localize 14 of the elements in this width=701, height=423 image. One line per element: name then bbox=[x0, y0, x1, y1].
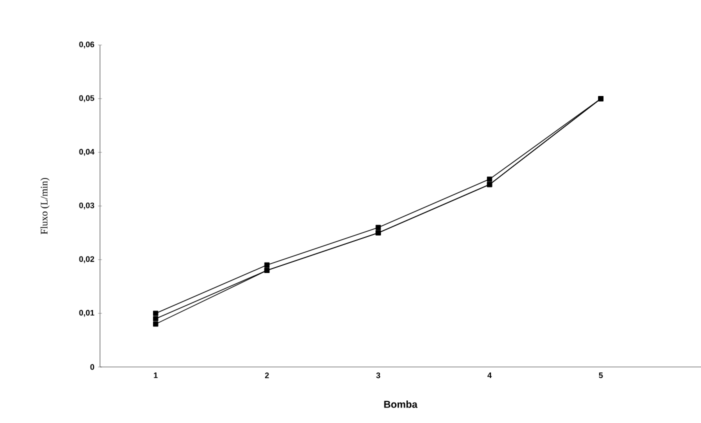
x-tick-label: 4 bbox=[487, 372, 492, 378]
y-tick-label: 0,02 bbox=[79, 256, 94, 264]
y-tick-label: 0,04 bbox=[79, 148, 94, 156]
x-tick-label: 5 bbox=[598, 372, 603, 378]
y-tick-label: 0 bbox=[90, 364, 94, 370]
x-tick-label: 1 bbox=[154, 372, 158, 378]
y-tick-label: 0,06 bbox=[79, 42, 94, 48]
y-tick-label: 0,05 bbox=[79, 95, 94, 102]
x-tick-label: 2 bbox=[265, 372, 269, 378]
y-tick-label: 0,01 bbox=[79, 310, 94, 317]
y-tick-label: 0,03 bbox=[79, 202, 94, 210]
x-axis-title: Bomba bbox=[384, 400, 418, 408]
y-axis-title: Fluxo (L/min) bbox=[40, 178, 50, 234]
x-tick-label: 3 bbox=[376, 372, 380, 378]
